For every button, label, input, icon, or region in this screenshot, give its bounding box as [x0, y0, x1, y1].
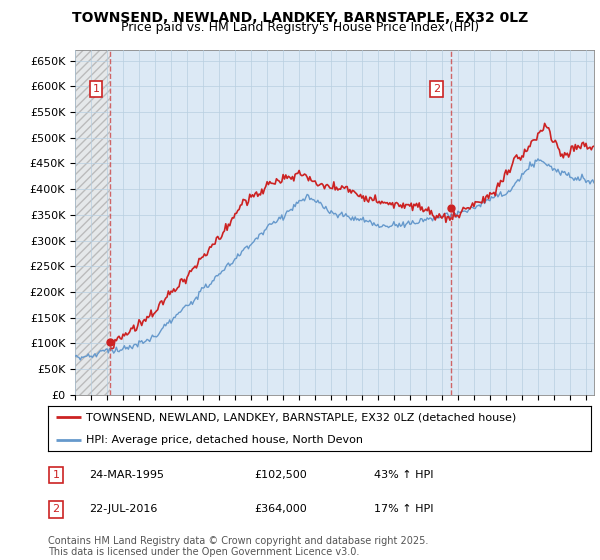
Text: 1: 1: [53, 470, 59, 480]
Text: 17% ↑ HPI: 17% ↑ HPI: [374, 505, 433, 515]
Text: 2: 2: [53, 505, 60, 515]
Text: £364,000: £364,000: [254, 505, 307, 515]
Text: 24-MAR-1995: 24-MAR-1995: [89, 470, 164, 480]
Text: Price paid vs. HM Land Registry's House Price Index (HPI): Price paid vs. HM Land Registry's House …: [121, 21, 479, 34]
Text: 43% ↑ HPI: 43% ↑ HPI: [374, 470, 433, 480]
Text: 22-JUL-2016: 22-JUL-2016: [89, 505, 157, 515]
Text: Contains HM Land Registry data © Crown copyright and database right 2025.
This d: Contains HM Land Registry data © Crown c…: [48, 535, 428, 557]
Text: 1: 1: [92, 84, 100, 94]
Text: TOWNSEND, NEWLAND, LANDKEY, BARNSTAPLE, EX32 0LZ (detached house): TOWNSEND, NEWLAND, LANDKEY, BARNSTAPLE, …: [86, 412, 516, 422]
Text: TOWNSEND, NEWLAND, LANDKEY, BARNSTAPLE, EX32 0LZ: TOWNSEND, NEWLAND, LANDKEY, BARNSTAPLE, …: [72, 11, 528, 25]
Text: HPI: Average price, detached house, North Devon: HPI: Average price, detached house, Nort…: [86, 435, 363, 445]
Text: 2: 2: [433, 84, 440, 94]
Text: £102,500: £102,500: [254, 470, 307, 480]
